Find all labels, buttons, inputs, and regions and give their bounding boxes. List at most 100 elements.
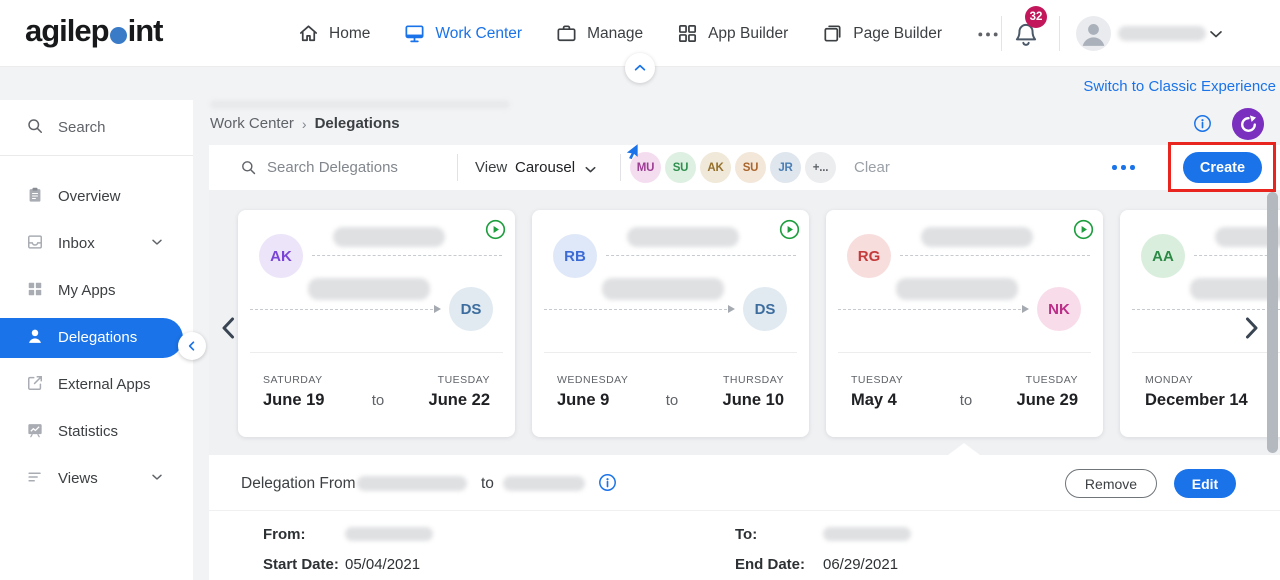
selected-card-pointer-notch [948,443,980,455]
chevron-down-icon[interactable] [149,234,165,254]
nav-label: Home [329,24,371,42]
redacted-delegatee-name [602,278,724,300]
toolbar-more-icon[interactable] [1112,165,1135,170]
primary-nav: Home Work Center Manage App Builder Page… [297,0,1001,67]
play-icon[interactable] [1072,218,1095,246]
nav-item-page-builder[interactable]: Page Builder [821,22,942,45]
edit-button[interactable]: Edit [1174,469,1236,498]
redacted-to-value [823,527,911,541]
info-icon[interactable] [597,472,618,498]
delegation-dashed-arrow [838,304,1029,313]
redacted-delegator-name [627,227,739,247]
agilepoint-logo[interactable]: agilep int [25,13,164,49]
redacted-username [1118,26,1206,41]
list-lines-icon [25,467,45,491]
view-label: View [475,159,508,176]
delegation-dashed-line [1194,255,1280,256]
avatar-chip-more[interactable]: +... [805,152,836,183]
delegation-dashed-arrow [1132,309,1280,310]
delegation-dashed-arrow [250,304,441,313]
app-grid-icon [676,22,699,45]
avatar-chip[interactable]: SU [665,152,696,183]
home-icon [297,22,320,45]
chevron-down-icon[interactable] [149,469,165,489]
divider [838,352,1091,353]
refresh-button[interactable] [1232,108,1264,140]
breadcrumb-delegations: Delegations [314,115,400,132]
search-delegations-input[interactable] [267,155,442,180]
user-avatar[interactable] [1076,16,1111,51]
nav-item-home[interactable]: Home [297,22,370,45]
delegator-avatar: AK [259,234,303,278]
sidebar-item-my-apps[interactable]: My Apps [0,267,193,314]
notifications-bell-icon[interactable] [1012,20,1040,53]
filter-avatar-chips: MU SU AK SU JR +... [630,152,836,183]
start-date-value: 05/04/2021 [345,556,421,573]
sidebar-item-label: External Apps [58,376,151,393]
create-button[interactable]: Create [1183,152,1262,183]
end-date: TUESDAY June 22 [428,374,490,409]
sidebar-item-delegations[interactable]: Delegations [0,317,183,358]
divider [1132,352,1280,353]
chevron-down-icon[interactable] [582,161,599,183]
date-range-to-label: to [959,392,973,409]
carousel-next-icon[interactable] [1239,314,1263,347]
delegation-card[interactable]: RB DS WEDNESDAY June 9 to THURSDAY June … [532,210,809,437]
sidebar-search[interactable]: Search [0,100,193,156]
sidebar-item-overview[interactable]: Overview [0,173,193,220]
start-date: SATURDAY June 19 [263,374,325,409]
notifications-count-badge: 32 [1025,6,1047,28]
delegation-detail-panel: Delegation From to Remove Edit From: To:… [209,455,1280,580]
redacted-delegator-name [1215,227,1280,247]
date-range-to-label: to [665,392,679,409]
sidebar-item-inbox[interactable]: Inbox [0,220,193,267]
delegator-avatar: AA [1141,234,1185,278]
avatar-chip[interactable]: JR [770,152,801,183]
delegation-card[interactable]: AK DS SATURDAY June 19 to TUESDAY June 2… [238,210,515,437]
detail-title-prefix: Delegation From [241,475,356,492]
clear-filters-button[interactable]: Clear [854,159,890,176]
logo-text-after: int [127,13,164,48]
clipboard-icon [25,185,45,209]
nav-item-manage[interactable]: Manage [555,22,643,45]
remove-button[interactable]: Remove [1065,469,1157,498]
divider [457,154,458,181]
scrollbar-thumb[interactable] [1267,192,1278,453]
sidebar-item-statistics[interactable]: Statistics [0,408,193,455]
sidebar-item-label: Overview [58,188,121,205]
collapse-sidebar-chevron-left-icon[interactable] [178,332,206,360]
play-icon[interactable] [778,218,801,246]
nav-more-menu[interactable] [975,22,1001,45]
page-info-icon[interactable] [1192,113,1213,139]
view-mode-dropdown[interactable]: Carousel [515,159,576,176]
avatar-chip[interactable]: AK [700,152,731,183]
delegator-avatar: RG [847,234,891,278]
nav-item-app-builder[interactable]: App Builder [676,22,788,45]
avatar-chip[interactable]: MU [630,152,661,183]
detail-title-row: Delegation From to Remove Edit [209,455,1280,511]
nav-label: Manage [587,24,644,42]
switch-to-classic-link[interactable]: Switch to Classic Experience [1083,78,1276,95]
statistics-chart-icon [25,420,45,444]
logo-dot-icon [109,27,127,44]
delegation-card-selected[interactable]: RG NK TUESDAY May 4 to TUESDAY June 29 [826,210,1103,437]
redacted-delegatee-name [896,278,1018,300]
end-date: TUESDAY June 29 [1016,374,1078,409]
play-icon[interactable] [484,218,507,246]
end-date-label: End Date: [735,556,806,573]
breadcrumb-separator: › [301,115,307,132]
avatar-chip[interactable]: SU [735,152,766,183]
collapse-nav-chevron-up-icon[interactable] [625,53,655,83]
delegation-dashed-line [312,255,502,256]
redacted-delegatee-name [308,278,430,300]
sidebar-item-views[interactable]: Views [0,455,193,502]
sidebar-item-external-apps[interactable]: External Apps [0,361,193,408]
briefcase-icon [555,22,578,45]
user-menu-chevron-down-icon[interactable] [1206,24,1226,49]
divider [544,352,797,353]
sidebar-search-label: Search [58,119,106,136]
nav-item-work-center[interactable]: Work Center [403,22,522,45]
carousel-prev-icon[interactable] [217,314,241,347]
breadcrumb-work-center[interactable]: Work Center [210,115,294,132]
